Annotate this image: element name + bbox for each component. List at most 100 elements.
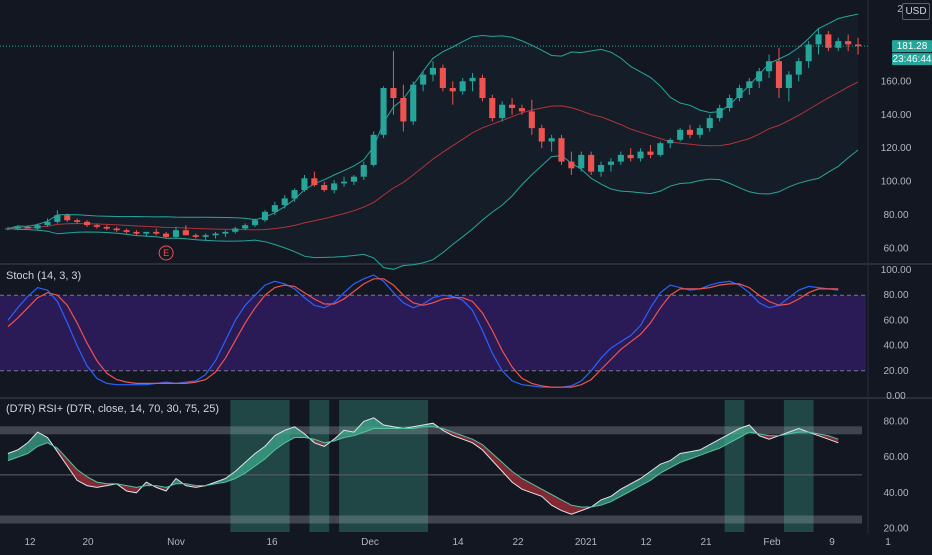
- rsi-signal-line: [7, 426, 839, 508]
- candle-body: [617, 154, 624, 162]
- candle-body: [242, 225, 249, 229]
- time-axis-label: 2021: [575, 537, 598, 548]
- rsi-pane-title[interactable]: (D7R) RSI+ (D7R, close, 14, 70, 30, 75, …: [6, 403, 220, 415]
- rsi-fill-down: [492, 453, 503, 472]
- candle-body: [825, 34, 832, 48]
- stoch-pane-title[interactable]: Stoch (14, 3, 3): [6, 270, 82, 282]
- stoch-axis-tick: 0.00: [886, 391, 906, 402]
- time-axis-label: 14: [452, 537, 464, 548]
- candle-body: [855, 44, 862, 47]
- time-axis-label: 9: [829, 537, 835, 548]
- candle-body: [34, 225, 41, 229]
- last-price-badge: [892, 40, 932, 53]
- currency-badge[interactable]: USD: [902, 3, 930, 20]
- stoch-axis-tick: 40.00: [883, 341, 908, 352]
- price-axis-tick: 140.00: [881, 110, 912, 121]
- candle-body: [84, 221, 91, 226]
- candle-body: [578, 154, 585, 169]
- rsi-fill-up: [373, 417, 384, 429]
- candle-body: [163, 233, 170, 237]
- price-axis-tick: 80.00: [883, 210, 908, 221]
- candle-body: [212, 233, 219, 236]
- rsi-highlight-zone: [724, 400, 745, 532]
- candle-body: [172, 230, 179, 237]
- candle-body: [766, 61, 773, 72]
- candle-body: [360, 165, 367, 177]
- candle-body: [696, 128, 703, 135]
- candle-body: [815, 34, 822, 45]
- candle-body: [499, 104, 506, 119]
- candle-body: [380, 88, 387, 135]
- candle-body: [726, 98, 733, 108]
- rsi-fill-down: [96, 482, 107, 488]
- candle-body: [637, 151, 644, 159]
- candle-body: [301, 178, 308, 190]
- time-axis-label: 22: [512, 537, 524, 548]
- candle-body: [123, 230, 130, 232]
- candle-body: [558, 138, 565, 162]
- rsi-fill-up: [699, 444, 710, 456]
- rsi-fill-down: [828, 435, 839, 443]
- candle-body: [677, 129, 684, 140]
- candle-body: [54, 215, 61, 222]
- rsi-fill-down: [571, 505, 582, 515]
- candle-body: [667, 139, 674, 144]
- candle-body: [192, 235, 199, 237]
- stoch-axis-tick: 20.00: [883, 366, 908, 377]
- rsi-fill-up: [353, 421, 364, 436]
- candle-body: [271, 205, 278, 212]
- rsi-fill-up: [294, 426, 305, 438]
- candle-body: [439, 67, 446, 88]
- countdown-label: 23:46:44: [893, 54, 932, 65]
- rsi-fill-up: [245, 453, 256, 474]
- time-axis-label: Feb: [763, 537, 781, 548]
- bollinger-upper-line: [7, 13, 859, 229]
- time-axis-label: 12: [640, 537, 652, 548]
- rsi-fill-down: [314, 439, 325, 447]
- candle-body: [281, 198, 288, 206]
- rsi-fill-down: [87, 476, 97, 488]
- rsi-fill-down: [502, 462, 513, 483]
- candle-body: [598, 165, 605, 172]
- rsi-overbought-band: [0, 426, 862, 435]
- candle-body: [410, 84, 417, 122]
- rsi-fill-up: [17, 442, 28, 458]
- rsi-oversold-band: [0, 515, 862, 524]
- candle-body: [746, 81, 753, 88]
- rsi-fill-up: [620, 483, 631, 497]
- rsi-fill-down: [561, 499, 572, 515]
- candle-body: [370, 134, 377, 165]
- candle-body: [232, 228, 239, 232]
- rsi-fill-up: [601, 496, 611, 506]
- rsi-highlight-zone: [783, 400, 814, 532]
- candle-body: [44, 221, 51, 226]
- candle-body: [93, 225, 100, 227]
- time-axis-label: Nov: [167, 537, 185, 548]
- rsi-fill-up: [264, 435, 275, 459]
- candle-body: [686, 129, 693, 135]
- candle-body: [103, 226, 110, 229]
- candle-body: [143, 231, 150, 234]
- rsi-axis-tick: 60.00: [883, 452, 908, 463]
- countdown-badge: [892, 53, 932, 66]
- candle-body: [795, 61, 802, 75]
- rsi-fill-up: [255, 446, 265, 466]
- rsi-axis-tick: 40.00: [883, 488, 908, 499]
- rsi-fill-up: [670, 453, 681, 468]
- candle-body: [835, 41, 842, 48]
- candle-body: [74, 220, 81, 222]
- stoch-d-line: [7, 278, 839, 388]
- rsi-fill-down: [452, 432, 463, 440]
- stoch-axis-tick: 80.00: [883, 290, 908, 301]
- candle-body: [518, 108, 525, 112]
- time-axis-label: 16: [266, 537, 278, 548]
- rsi-fill-up: [719, 433, 730, 449]
- rsi-fill-down: [482, 444, 493, 461]
- candle-body: [785, 74, 792, 88]
- rsi-fill-up: [729, 428, 740, 443]
- candle-body: [261, 211, 268, 221]
- candle-body: [479, 77, 486, 98]
- candle-body: [133, 231, 140, 234]
- candle-body: [64, 215, 71, 221]
